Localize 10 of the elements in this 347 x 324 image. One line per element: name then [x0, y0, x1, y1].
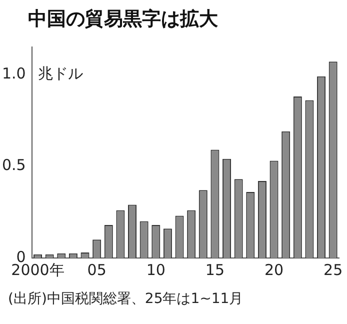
y-tick-label: 0.5 — [2, 156, 26, 174]
y-axis-title: 兆ドル — [38, 64, 83, 82]
y-tick-label: 1.0 — [2, 64, 26, 82]
x-tick-label: 25 — [324, 260, 343, 279]
x-tick-label: 05 — [87, 260, 106, 279]
x-tick-label: 10 — [146, 260, 166, 279]
x-tick-label: 15 — [205, 260, 225, 279]
x-tick-label: 20 — [264, 260, 284, 279]
text: (出所)中国税関総署、25年は1~11月 — [7, 290, 244, 308]
chart-title: 中国の貿易黒字は拡大 — [27, 7, 219, 32]
